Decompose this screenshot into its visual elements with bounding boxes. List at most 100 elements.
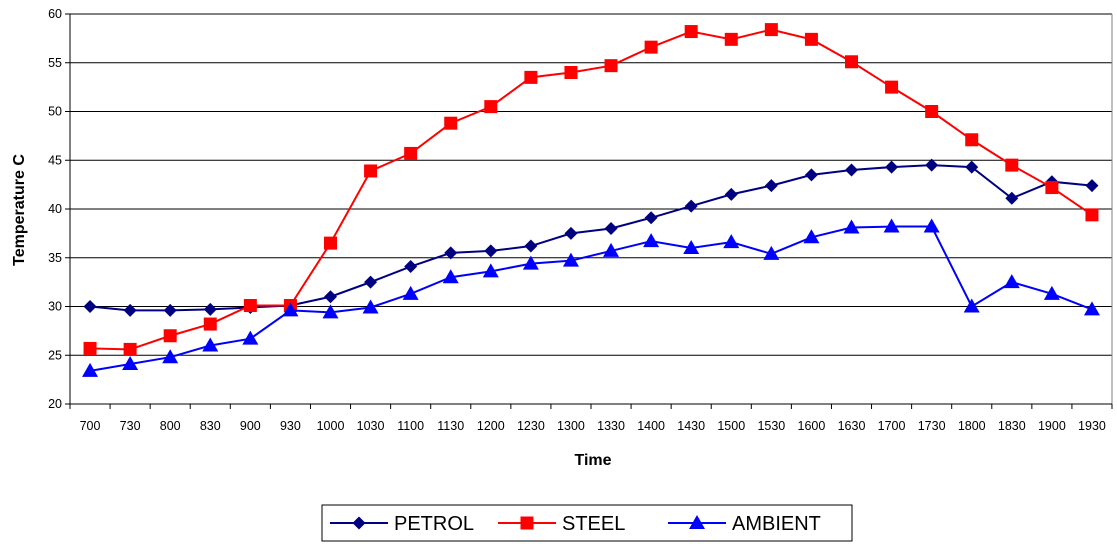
x-tick-label: 930 bbox=[280, 419, 301, 433]
steel-data-point bbox=[83, 341, 97, 355]
ambient-data-point bbox=[322, 304, 339, 319]
x-tick-label: 1830 bbox=[998, 419, 1026, 433]
x-tick-label: 900 bbox=[240, 419, 261, 433]
ambient-data-point bbox=[482, 263, 499, 278]
x-tick-label: 1800 bbox=[958, 419, 986, 433]
y-tick-label: 60 bbox=[48, 7, 62, 21]
series-line-petrol bbox=[89, 164, 1093, 312]
ambient-data-point bbox=[82, 362, 99, 377]
legend-marker-steel bbox=[520, 516, 534, 530]
x-tick-label: 1330 bbox=[597, 419, 625, 433]
petrol-data-point bbox=[123, 303, 137, 317]
legend-marker-petrol bbox=[352, 516, 366, 530]
petrol-data-point bbox=[484, 244, 498, 258]
x-tick-label: 1900 bbox=[1038, 419, 1066, 433]
steel-data-point bbox=[644, 40, 658, 54]
ambient-data-point bbox=[242, 330, 259, 345]
x-tick-label: 1430 bbox=[677, 419, 705, 433]
x-tick-label: 1600 bbox=[798, 419, 826, 433]
steel-data-point bbox=[364, 164, 378, 178]
x-tick-label: 730 bbox=[120, 419, 141, 433]
petrol-data-point bbox=[684, 199, 698, 213]
y-tick-label: 25 bbox=[48, 348, 62, 362]
y-axis-title: Temperature C bbox=[11, 154, 28, 266]
x-tick-label: 1630 bbox=[838, 419, 866, 433]
legend-label-ambient: AMBIENT bbox=[732, 513, 821, 535]
x-tick-label: 1300 bbox=[557, 419, 585, 433]
steel-data-point bbox=[684, 25, 698, 39]
y-tick-label: 20 bbox=[48, 397, 62, 411]
legend-item-steel: STEEL bbox=[498, 513, 625, 535]
petrol-data-point bbox=[885, 160, 899, 174]
y-tick-label: 35 bbox=[48, 251, 62, 265]
ambient-data-point bbox=[643, 233, 660, 248]
series-petrol bbox=[83, 158, 1099, 317]
steel-data-point bbox=[804, 32, 818, 46]
petrol-data-point bbox=[524, 239, 538, 253]
x-tick-label: 1730 bbox=[918, 419, 946, 433]
y-tick-label: 45 bbox=[48, 153, 62, 167]
x-tick-label: 1500 bbox=[717, 419, 745, 433]
petrol-data-point bbox=[324, 290, 337, 304]
series-steel bbox=[83, 23, 1099, 356]
petrol-data-point bbox=[804, 168, 818, 182]
petrol-data-point bbox=[1005, 191, 1019, 205]
ambient-data-point bbox=[603, 242, 620, 257]
x-tick-label: 1030 bbox=[357, 419, 385, 433]
ambient-data-point bbox=[122, 356, 139, 371]
x-tick-label: 1400 bbox=[637, 419, 665, 433]
legend-marker-ambient bbox=[689, 515, 705, 529]
x-tick-label: 1130 bbox=[437, 419, 464, 433]
petrol-data-point bbox=[1085, 179, 1099, 193]
petrol-data-point bbox=[364, 275, 378, 289]
legend-box bbox=[321, 504, 853, 542]
ambient-data-point bbox=[402, 285, 419, 300]
steel-data-point bbox=[1045, 181, 1059, 195]
x-tick-label: 800 bbox=[160, 419, 181, 433]
petrol-data-point bbox=[724, 187, 738, 201]
x-tick-label: 1100 bbox=[397, 419, 424, 433]
axes bbox=[65, 13, 1113, 409]
petrol-data-point bbox=[644, 211, 658, 225]
petrol-data-point bbox=[444, 246, 458, 260]
series-ambient bbox=[82, 218, 1100, 377]
steel-data-point bbox=[324, 236, 337, 250]
ambient-data-point bbox=[803, 229, 820, 244]
petrol-data-point bbox=[83, 300, 97, 313]
ambient-data-point bbox=[1083, 301, 1100, 316]
steel-data-point bbox=[1085, 208, 1099, 222]
x-tick-label: 700 bbox=[80, 419, 101, 433]
x-tick-label: 830 bbox=[200, 419, 221, 433]
legend-item-petrol: PETROL bbox=[330, 513, 474, 535]
steel-data-point bbox=[925, 105, 939, 118]
ambient-data-point bbox=[683, 240, 700, 254]
y-tick-label: 40 bbox=[48, 202, 62, 216]
steel-data-point bbox=[444, 116, 458, 130]
ambient-data-point bbox=[723, 234, 740, 249]
steel-data-point bbox=[885, 80, 899, 94]
legend: PETROL STEEL AMBIENT bbox=[321, 504, 853, 542]
ambient-data-point bbox=[1003, 274, 1020, 289]
series-group bbox=[82, 23, 1100, 377]
x-tick-label: 1700 bbox=[878, 419, 906, 433]
y-tick-label: 50 bbox=[48, 105, 62, 119]
series-line-steel bbox=[90, 28, 1093, 351]
steel-data-point bbox=[965, 133, 979, 147]
steel-data-point bbox=[404, 146, 418, 160]
steel-data-point bbox=[243, 299, 257, 313]
ambient-data-point bbox=[442, 269, 459, 284]
steel-data-point bbox=[564, 66, 578, 79]
ambient-data-point bbox=[522, 255, 539, 270]
x-tick-labels: 700 730 800 830 900 930 1000 1030 1100 1130 1200 12… bbox=[80, 419, 1106, 433]
ambient-data-point bbox=[202, 337, 219, 352]
ambient-data-point bbox=[282, 302, 299, 317]
ambient-data-point bbox=[883, 218, 900, 233]
x-tick-label: 1530 bbox=[757, 419, 785, 433]
ambient-data-point bbox=[162, 349, 179, 364]
legend-item-ambient: AMBIENT bbox=[668, 513, 821, 535]
ambient-data-point bbox=[763, 245, 780, 260]
x-tick-label: 1230 bbox=[517, 419, 545, 433]
petrol-data-point bbox=[965, 160, 979, 174]
steel-data-point bbox=[845, 55, 858, 69]
